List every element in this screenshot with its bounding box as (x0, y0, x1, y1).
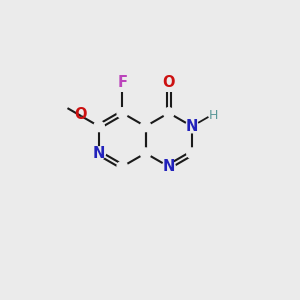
Circle shape (162, 160, 175, 173)
Circle shape (140, 121, 151, 132)
Circle shape (164, 108, 174, 118)
Text: N: N (93, 146, 105, 161)
Circle shape (186, 120, 198, 133)
Text: H: H (209, 109, 218, 122)
Circle shape (117, 161, 128, 172)
Text: F: F (117, 75, 127, 90)
Circle shape (93, 147, 106, 160)
Circle shape (140, 148, 151, 158)
Text: O: O (163, 75, 175, 90)
Text: O: O (74, 107, 86, 122)
Text: N: N (163, 159, 175, 174)
Text: N: N (186, 119, 198, 134)
Circle shape (187, 148, 197, 158)
Circle shape (94, 121, 104, 132)
Circle shape (117, 108, 128, 118)
